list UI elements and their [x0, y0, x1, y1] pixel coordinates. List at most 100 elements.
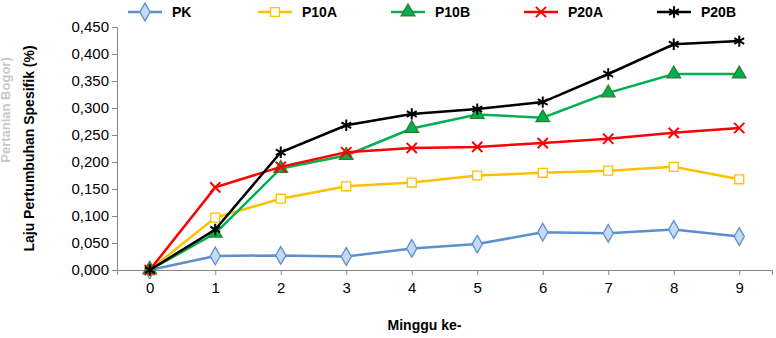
x-tick-label: 5 [474, 279, 482, 296]
x-tick-label: 2 [277, 279, 285, 296]
x-tick-mark [281, 270, 282, 275]
x-tick: 7 [605, 270, 613, 296]
series-marker [341, 120, 351, 131]
x-tick: 9 [736, 270, 744, 296]
series-marker [536, 110, 550, 122]
series-marker [145, 264, 155, 275]
legend-label: P20B [701, 4, 736, 20]
x-tick-label: 4 [408, 279, 416, 296]
series-marker [407, 143, 417, 153]
series-marker [667, 66, 681, 78]
y-tick-mark [112, 243, 117, 244]
series-marker [407, 178, 416, 187]
y-tick-label: 0,000 [71, 261, 109, 278]
y-axis-line [112, 28, 118, 271]
x-tick-label: 7 [605, 279, 613, 296]
series-line [150, 74, 740, 270]
y-tick: 0,100 [71, 207, 117, 224]
x-tick-label: 8 [670, 279, 678, 296]
y-tick-mark [112, 270, 117, 271]
legend-item: P10B [391, 4, 470, 20]
series-marker [341, 248, 351, 266]
series-marker [276, 162, 286, 172]
legend-label: PK [172, 4, 191, 20]
series-marker [210, 247, 220, 265]
y-axis-title: Laju Pertumbuhan Spesifik (%) [21, 45, 37, 251]
series-line [150, 41, 740, 270]
series-marker [734, 123, 744, 133]
x-axis-title: Minggu ke- [388, 317, 462, 333]
x-tick: 6 [539, 270, 547, 296]
y-tick: 0,200 [71, 153, 117, 170]
series-marker [276, 147, 286, 158]
series-line [150, 167, 740, 270]
y-tick-label: 0,250 [71, 126, 109, 143]
series-marker [405, 121, 419, 133]
series-marker [473, 171, 482, 180]
y-tick-label: 0,350 [71, 72, 109, 89]
y-tick: 0,000 [71, 261, 117, 278]
y-tick-label: 0,450 [71, 18, 109, 35]
plot-area [143, 35, 746, 278]
x-tick-mark [215, 270, 216, 275]
x-tick-mark [674, 270, 675, 275]
series-marker [669, 39, 679, 50]
y-tick: 0,450 [71, 18, 117, 35]
series-marker [669, 162, 678, 171]
y-tick: 0,150 [71, 180, 117, 197]
legend-marker [669, 6, 679, 17]
series-marker [601, 85, 615, 97]
x-tick: 3 [343, 270, 351, 296]
x-axis: 0123456789 [118, 270, 773, 296]
y-tick-mark [112, 81, 117, 82]
y-tick-mark [112, 162, 117, 163]
legend-item: PK [128, 3, 191, 21]
legend-label: P20A [568, 4, 603, 20]
x-tick-label: 3 [343, 279, 351, 296]
legend-marker [536, 7, 546, 17]
legend-marker [271, 8, 280, 17]
x-tick-mark [477, 270, 478, 275]
series-marker [538, 223, 548, 241]
x-tick-mark [543, 270, 544, 275]
y-axis: 0,000 0,050 0,100 0,150 0,200 0,250 0,300 0,350… [71, 18, 117, 278]
x-axis-line [118, 271, 773, 276]
x-tick-label: 9 [736, 279, 744, 296]
y-tick-mark [112, 189, 117, 190]
series-line [150, 128, 740, 270]
x-tick: 4 [408, 270, 416, 296]
series-marker [669, 128, 679, 138]
legend: PK P10A P10B P20A P20B [128, 3, 736, 21]
series-marker [472, 103, 482, 114]
series-marker [407, 108, 417, 119]
series-marker [342, 182, 351, 191]
chart: Pertanian Bogor) 0,000 0,050 0,100 0,150 0,20… [0, 0, 776, 338]
legend-item: P10A [258, 4, 337, 20]
y-tick-mark [112, 27, 117, 28]
x-tick: 1 [212, 270, 220, 296]
series-marker [341, 147, 351, 157]
series-marker [211, 213, 220, 222]
legend-item: P20A [524, 4, 603, 20]
watermark: Pertanian Bogor) [0, 57, 13, 162]
y-tick-mark [112, 135, 117, 136]
y-tick: 0,350 [71, 72, 117, 89]
series-marker [407, 240, 417, 258]
series-marker [734, 228, 744, 246]
x-tick-mark [608, 270, 609, 275]
x-tick: 5 [474, 270, 482, 296]
x-tick-mark [739, 270, 740, 275]
y-tick-mark [112, 54, 117, 55]
series-marker [669, 221, 679, 239]
series-marker [210, 224, 220, 235]
legend-label: P10B [435, 4, 470, 20]
legend-item: P20B [657, 4, 736, 20]
y-tick: 0,400 [71, 45, 117, 62]
x-tick-label: 6 [539, 279, 547, 296]
y-tick: 0,050 [71, 234, 117, 251]
series-marker [538, 168, 547, 177]
series-marker [604, 166, 613, 175]
series-marker [603, 224, 613, 242]
y-tick-label: 0,300 [71, 99, 109, 116]
legend-marker [401, 4, 415, 16]
